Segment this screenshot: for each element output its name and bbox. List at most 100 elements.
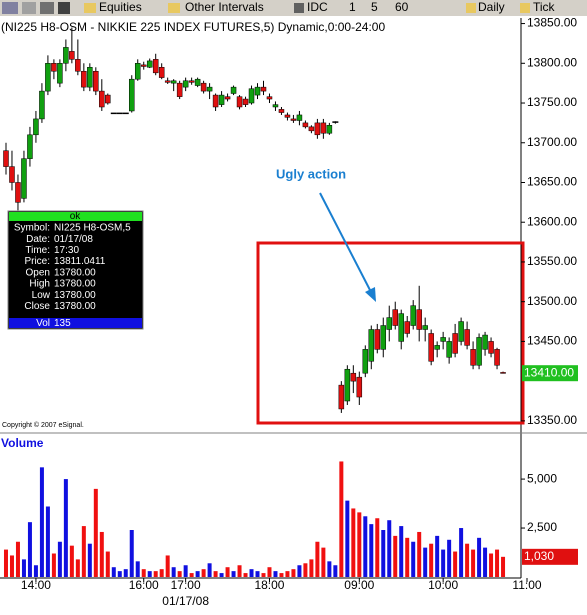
volume-bar: [411, 541, 416, 577]
annotation: Ugly action: [276, 166, 346, 181]
volume-bar: [381, 530, 386, 577]
candle-body: [194, 78, 201, 86]
candle-body: [75, 59, 81, 72]
volume-bar: [243, 573, 248, 577]
candle-body: [212, 94, 219, 108]
info-label: Low: [32, 290, 51, 301]
volume-bar: [423, 547, 428, 577]
date-label: 01/17/08: [162, 594, 209, 608]
info-label: Date:: [26, 234, 50, 245]
candle-body: [272, 104, 279, 108]
y-tick-label: 2,500: [527, 520, 557, 534]
candle-body: [93, 70, 99, 92]
candle-body: [380, 325, 387, 350]
toolbar-bg: [0, 0, 587, 16]
candle-body: [386, 317, 393, 330]
candle-body: [15, 182, 21, 203]
volume-bar: [117, 571, 122, 577]
candle-body: [296, 114, 303, 121]
volume-bar: [453, 551, 458, 577]
volume-bar: [225, 567, 230, 577]
y-tick-label: 13550.00: [527, 254, 577, 268]
y-tick-label: 13850.00: [527, 16, 577, 30]
volume-bar: [315, 541, 320, 577]
candle-body: [392, 309, 398, 326]
volume-bar: [105, 551, 110, 577]
info-value: 17:30: [54, 245, 79, 256]
volume-bar: [273, 571, 278, 577]
candle-body: [176, 82, 183, 97]
candle-body: [170, 80, 177, 84]
volume-bar: [213, 571, 218, 577]
volume-bar: [393, 535, 398, 577]
candle-body: [494, 349, 500, 366]
volume-bar: [123, 569, 128, 577]
volume-bar: [201, 569, 206, 577]
icon: [22, 2, 36, 14]
info-value: 13780.00: [54, 290, 96, 301]
candle-body: [27, 134, 33, 159]
y-tick-label: 13500.00: [527, 294, 577, 308]
candle-body: [452, 333, 458, 354]
candle-body: [21, 158, 27, 199]
volume-bar: [495, 549, 500, 577]
candle-body: [218, 94, 225, 105]
volume-bar: [45, 506, 50, 577]
candle-body: [57, 63, 63, 84]
candle-body: [302, 122, 309, 128]
volume-bar: [93, 488, 98, 577]
candle-body: [81, 70, 87, 88]
candle-body: [182, 80, 189, 88]
last-value-box: [522, 548, 578, 565]
candle-body: [3, 150, 9, 167]
candle-body: [398, 313, 404, 342]
volume-bar: [447, 539, 452, 577]
icon: [294, 3, 304, 13]
candle-body: [326, 125, 333, 134]
volume-bar: [171, 567, 176, 577]
volume-bar: [189, 573, 194, 577]
y-tick-label: 13350.00: [527, 413, 577, 427]
volume-bar: [441, 549, 446, 577]
toolbar-item: 60: [395, 0, 409, 14]
volume-bar: [69, 545, 74, 577]
candle-body: [488, 341, 494, 354]
last-value-box: [522, 365, 578, 382]
volume-bar: [51, 553, 56, 577]
volume-bar: [111, 567, 116, 577]
copyright: Copyright © 2007 eSignal.: [2, 421, 84, 429]
volume-bar: [219, 573, 224, 577]
volume-bar: [57, 541, 62, 577]
candle-body: [374, 329, 381, 350]
info-value: 13780.00: [54, 267, 96, 278]
volume-bar: [327, 561, 332, 577]
candle-body: [242, 98, 249, 105]
volume-bar: [159, 569, 164, 577]
info-status-bg: [9, 212, 142, 221]
volume-bar: [87, 543, 92, 577]
x-tick-label: 17:00: [171, 578, 201, 592]
candle-body: [51, 63, 57, 72]
folder-icon: [168, 3, 180, 13]
volume-bar: [195, 571, 200, 577]
candle-body: [416, 309, 422, 330]
info-value: 13780.00: [54, 279, 96, 290]
candle-body: [140, 64, 147, 67]
volume-bar: [303, 563, 308, 577]
volume-bar: [321, 547, 326, 577]
icon: [40, 2, 54, 14]
y-tick-label: 13650.00: [527, 175, 577, 189]
info-value: 13811.0411: [54, 256, 106, 267]
volume-bar: [471, 549, 476, 577]
candle-body: [290, 118, 297, 121]
volume-bar: [21, 559, 26, 577]
volume-bar: [465, 543, 470, 577]
volume-bar: [27, 522, 32, 577]
info-label: Open: [26, 267, 50, 278]
candle-body: [344, 368, 351, 402]
x-tick-label: 09:00: [344, 578, 374, 592]
info-value: 135: [54, 318, 71, 329]
candle-body: [134, 63, 141, 80]
candle-body: [45, 63, 51, 92]
volume-bar: [357, 512, 362, 577]
